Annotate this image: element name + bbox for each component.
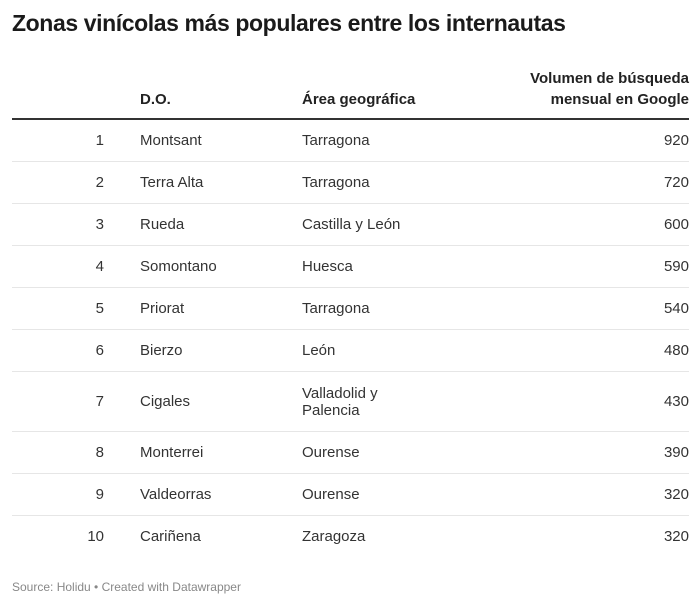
table-row: 8 Monterrei Ourense 390 xyxy=(12,431,689,474)
cell-do: Rueda xyxy=(140,203,302,246)
cell-rank: 3 xyxy=(12,203,140,246)
cell-area: Tarragona xyxy=(302,287,472,330)
cell-volume: 480 xyxy=(472,329,689,372)
header-volume: Volumen de búsqueda mensual en Google xyxy=(472,68,689,120)
cell-area-text: Tarragona xyxy=(302,132,370,149)
cell-area: Zaragoza xyxy=(302,516,472,558)
header-do: D.O. xyxy=(140,68,302,120)
cell-area: Tarragona xyxy=(302,119,472,162)
table-row: 10 Cariñena Zaragoza 320 xyxy=(12,516,689,558)
cell-do: Terra Alta xyxy=(140,161,302,204)
cell-area-text: Zaragoza xyxy=(302,528,366,545)
cell-volume: 540 xyxy=(472,287,689,330)
cell-area: Tarragona xyxy=(302,161,472,204)
cell-rank: 6 xyxy=(12,329,140,372)
cell-area-text: Ourense xyxy=(302,444,360,461)
cell-rank: 4 xyxy=(12,245,140,288)
table-row: 6 Bierzo León 480 xyxy=(12,329,689,372)
data-table: D.O. Área geográfica Volumen de búsqueda… xyxy=(12,68,689,557)
cell-rank: 2 xyxy=(12,161,140,204)
cell-do: Somontano xyxy=(140,245,302,288)
cell-area: Ourense xyxy=(302,473,472,516)
table-header-row: D.O. Área geográfica Volumen de búsqueda… xyxy=(12,68,689,120)
table-row: 5 Priorat Tarragona 540 xyxy=(12,287,689,330)
cell-volume: 390 xyxy=(472,431,689,474)
table-row: 1 Montsant Tarragona 920 xyxy=(12,119,689,162)
cell-do: Valdeorras xyxy=(140,473,302,516)
header-area: Área geográfica xyxy=(302,68,472,120)
cell-area-text: Huesca xyxy=(302,258,353,275)
cell-area: Castilla y León xyxy=(302,203,472,246)
cell-do: Montsant xyxy=(140,119,302,162)
cell-volume: 600 xyxy=(472,203,689,246)
cell-rank: 9 xyxy=(12,473,140,516)
cell-volume: 590 xyxy=(472,245,689,288)
cell-area-text: León xyxy=(302,342,336,359)
cell-volume: 320 xyxy=(472,473,689,516)
cell-do: Cariñena xyxy=(140,528,201,545)
cell-rank: 10 xyxy=(87,528,104,545)
table-row: 4 Somontano Huesca 590 xyxy=(12,245,689,288)
cell-do: Bierzo xyxy=(140,329,302,372)
cell-volume: 920 xyxy=(472,119,689,162)
cell-do: Priorat xyxy=(140,287,302,330)
cell-area-text: Castilla y León xyxy=(302,216,401,233)
cell-area: Ourense xyxy=(302,431,472,474)
chart-title: Zonas vinícolas más populares entre los … xyxy=(12,10,566,36)
cell-volume: 430 xyxy=(472,371,689,432)
cell-area: Valladolid y Palencia xyxy=(302,371,472,432)
cell-do: Monterrei xyxy=(140,431,302,474)
cell-rank: 7 xyxy=(12,371,140,432)
table-row: 3 Rueda Castilla y León 600 xyxy=(12,203,689,246)
cell-area: Huesca xyxy=(302,245,472,288)
cell-volume: 320 xyxy=(663,528,689,545)
cell-area-text: Tarragona xyxy=(302,300,370,317)
header-volume-label: Volumen de búsqueda mensual en Google xyxy=(530,70,689,108)
cell-area-text: Ourense xyxy=(302,486,360,503)
cell-area-text: Tarragona xyxy=(302,174,370,191)
cell-rank: 8 xyxy=(12,431,140,474)
cell-do: Cigales xyxy=(140,371,302,432)
table-row: 7 Cigales Valladolid y Palencia 430 xyxy=(12,371,689,432)
cell-rank: 5 xyxy=(12,287,140,330)
cell-rank: 1 xyxy=(12,119,140,162)
header-rank xyxy=(12,68,140,120)
cell-area-text: Valladolid y Palencia xyxy=(302,384,378,419)
cell-volume: 720 xyxy=(472,161,689,204)
table-row: 2 Terra Alta Tarragona 720 xyxy=(12,161,689,204)
source-footer: Source: Holidu • Created with Datawrappe… xyxy=(12,580,241,594)
cell-area: León xyxy=(302,329,472,372)
table-row: 9 Valdeorras Ourense 320 xyxy=(12,473,689,516)
